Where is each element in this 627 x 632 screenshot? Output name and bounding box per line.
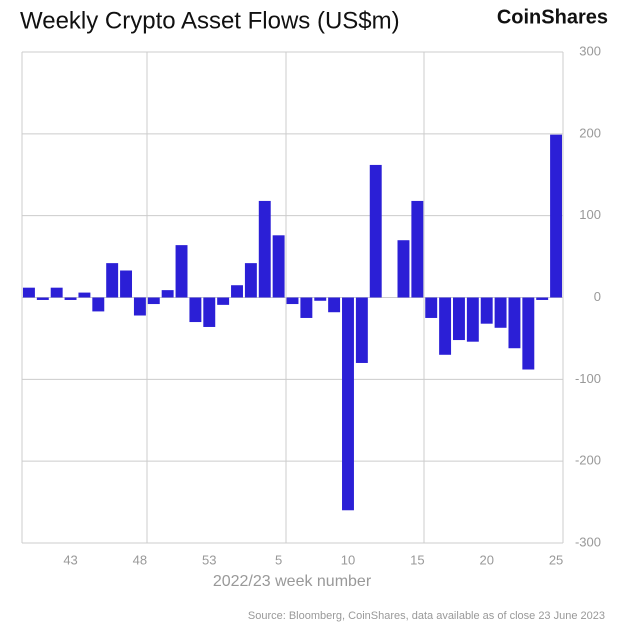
- y-tick-label: 0: [594, 289, 601, 304]
- bar: [272, 235, 285, 298]
- bar: [244, 263, 257, 298]
- y-tick-label: 200: [579, 125, 601, 140]
- y-tick-label: 100: [579, 207, 601, 222]
- bar: [425, 297, 438, 318]
- chart-title: Weekly Crypto Asset Flows (US$m): [20, 7, 400, 34]
- x-axis-label: 2022/23 week number: [213, 573, 372, 590]
- bar: [92, 297, 105, 312]
- bar: [106, 263, 119, 298]
- bar: [439, 297, 452, 355]
- bar: [369, 164, 382, 298]
- bar: [36, 297, 49, 300]
- bar: [161, 290, 174, 298]
- bar: [203, 297, 216, 327]
- bar: [64, 297, 77, 300]
- bar: [189, 297, 202, 323]
- bar: [550, 134, 563, 298]
- x-tick-label: 43: [63, 552, 77, 567]
- bar: [300, 297, 313, 318]
- bar: [50, 287, 63, 298]
- x-tick-label: 53: [202, 552, 216, 567]
- y-tick-label: -200: [575, 453, 601, 468]
- bar: [342, 297, 354, 511]
- bar: [480, 297, 493, 324]
- bar: [133, 297, 146, 316]
- x-tick-label: 15: [410, 552, 424, 567]
- bar: [536, 297, 549, 300]
- bar: [258, 200, 271, 298]
- bar: [147, 297, 160, 305]
- bar: [120, 270, 133, 298]
- x-tick-label: 10: [341, 552, 355, 567]
- bar: [466, 297, 479, 342]
- bar: [397, 240, 410, 298]
- brand-logo: CoinShares: [497, 6, 608, 28]
- y-tick-label: -100: [575, 371, 601, 386]
- bar: [508, 297, 521, 349]
- bar: [411, 200, 424, 298]
- bar: [22, 287, 35, 298]
- bar: [452, 297, 465, 341]
- bar: [175, 245, 188, 298]
- bar: [328, 297, 341, 313]
- bar: [286, 297, 299, 305]
- bar: [522, 297, 535, 370]
- bar: [231, 285, 243, 298]
- bar: [355, 297, 368, 363]
- x-tick-label: 25: [549, 552, 563, 567]
- x-tick-label: 20: [479, 552, 493, 567]
- bar: [314, 297, 327, 301]
- y-tick-label: 300: [579, 43, 601, 58]
- source-note: Source: Bloomberg, CoinShares, data avai…: [248, 610, 605, 622]
- bar: [78, 292, 91, 298]
- x-tick-label: 48: [133, 552, 147, 567]
- bar: [494, 297, 507, 328]
- bar: [217, 297, 230, 305]
- x-tick-label: 5: [275, 552, 282, 567]
- y-tick-label: -300: [575, 534, 601, 549]
